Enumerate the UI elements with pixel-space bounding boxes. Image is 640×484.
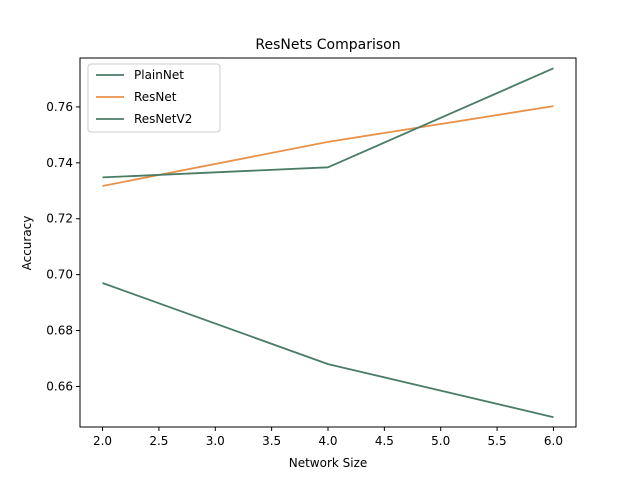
legend-label-plainnet: PlainNet [134,68,184,82]
x-tick-label: 2.5 [149,434,168,448]
x-tick-label: 4.0 [318,434,337,448]
x-tick-label: 5.0 [431,434,450,448]
x-tick-label: 2.0 [93,434,112,448]
y-axis-ticks: 0.66 0.68 0.70 0.72 0.74 0.76 [46,100,80,393]
series-line-resnetv2 [102,67,554,179]
series-layer [102,67,554,419]
y-axis-label: Accuracy [20,216,34,271]
legend-label-resnet: ResNet [134,90,177,104]
legend: PlainNet ResNet ResNetV2 [87,63,221,133]
y-tick-label: 0.68 [46,324,73,338]
chart-title: ResNets Comparison [255,37,400,53]
x-tick-label: 5.5 [488,434,507,448]
y-tick-label: 0.72 [46,212,73,226]
x-axis-label: Network Size [289,456,368,470]
series-line-plainnet [102,282,554,419]
x-tick-label: 6.0 [544,434,563,448]
y-tick-label: 0.70 [46,268,73,282]
series-line-resnet [102,105,554,187]
legend-box [87,63,221,133]
y-tick-label: 0.76 [46,100,73,114]
y-tick-label: 0.74 [46,156,73,170]
x-axis-ticks: 2.0 2.5 3.0 3.5 4.0 4.5 5.0 5.5 6.0 [93,427,563,448]
x-tick-label: 4.5 [375,434,394,448]
y-tick-label: 0.66 [46,379,73,393]
x-tick-label: 3.5 [262,434,281,448]
legend-label-resnetv2: ResNetV2 [134,112,192,126]
x-tick-label: 3.0 [206,434,225,448]
